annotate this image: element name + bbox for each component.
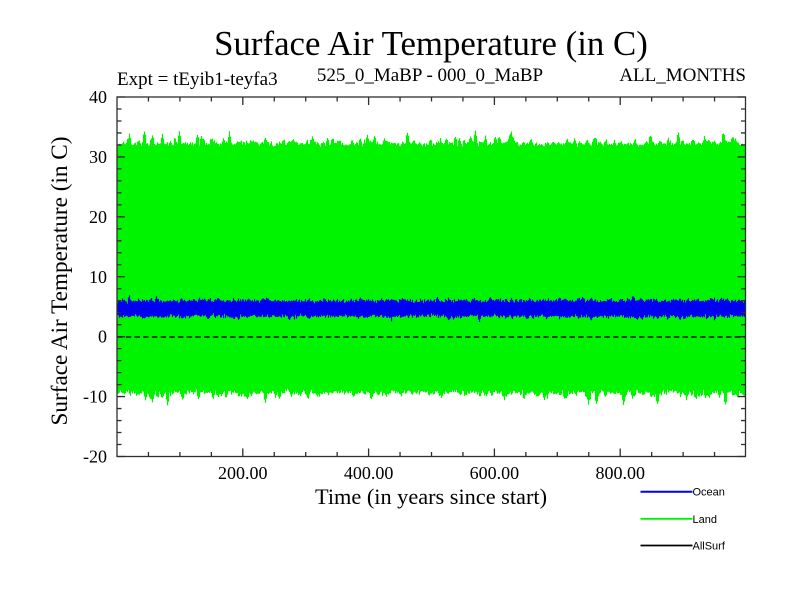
svg-text:Land: Land <box>693 514 717 526</box>
svg-text:AllSurf: AllSurf <box>693 541 726 553</box>
svg-text:-10: -10 <box>83 387 107 407</box>
svg-text:Ocean: Ocean <box>693 487 725 499</box>
svg-text:40: 40 <box>89 87 107 107</box>
svg-text:400.00: 400.00 <box>344 463 394 483</box>
svg-text:10: 10 <box>89 267 107 287</box>
svg-text:800.00: 800.00 <box>595 463 645 483</box>
svg-text:-20: -20 <box>83 447 107 467</box>
svg-text:30: 30 <box>89 147 107 167</box>
svg-text:Surface Air Temperature (in C): Surface Air Temperature (in C) <box>47 137 73 426</box>
svg-text:200.00: 200.00 <box>218 463 268 483</box>
svg-text:Surface Air Temperature (in C): Surface Air Temperature (in C) <box>214 24 648 63</box>
svg-text:20: 20 <box>89 207 107 227</box>
svg-text:Time (in years since start): Time (in years since start) <box>315 484 547 509</box>
svg-text:ALL_MONTHS: ALL_MONTHS <box>619 65 746 86</box>
svg-text:0: 0 <box>98 327 107 347</box>
svg-text:600.00: 600.00 <box>470 463 520 483</box>
svg-text:525_0_MaBP - 000_0_MaBP: 525_0_MaBP - 000_0_MaBP <box>317 65 543 86</box>
svg-text:Expt = tEyib1-teyfa3: Expt = tEyib1-teyfa3 <box>117 69 278 90</box>
